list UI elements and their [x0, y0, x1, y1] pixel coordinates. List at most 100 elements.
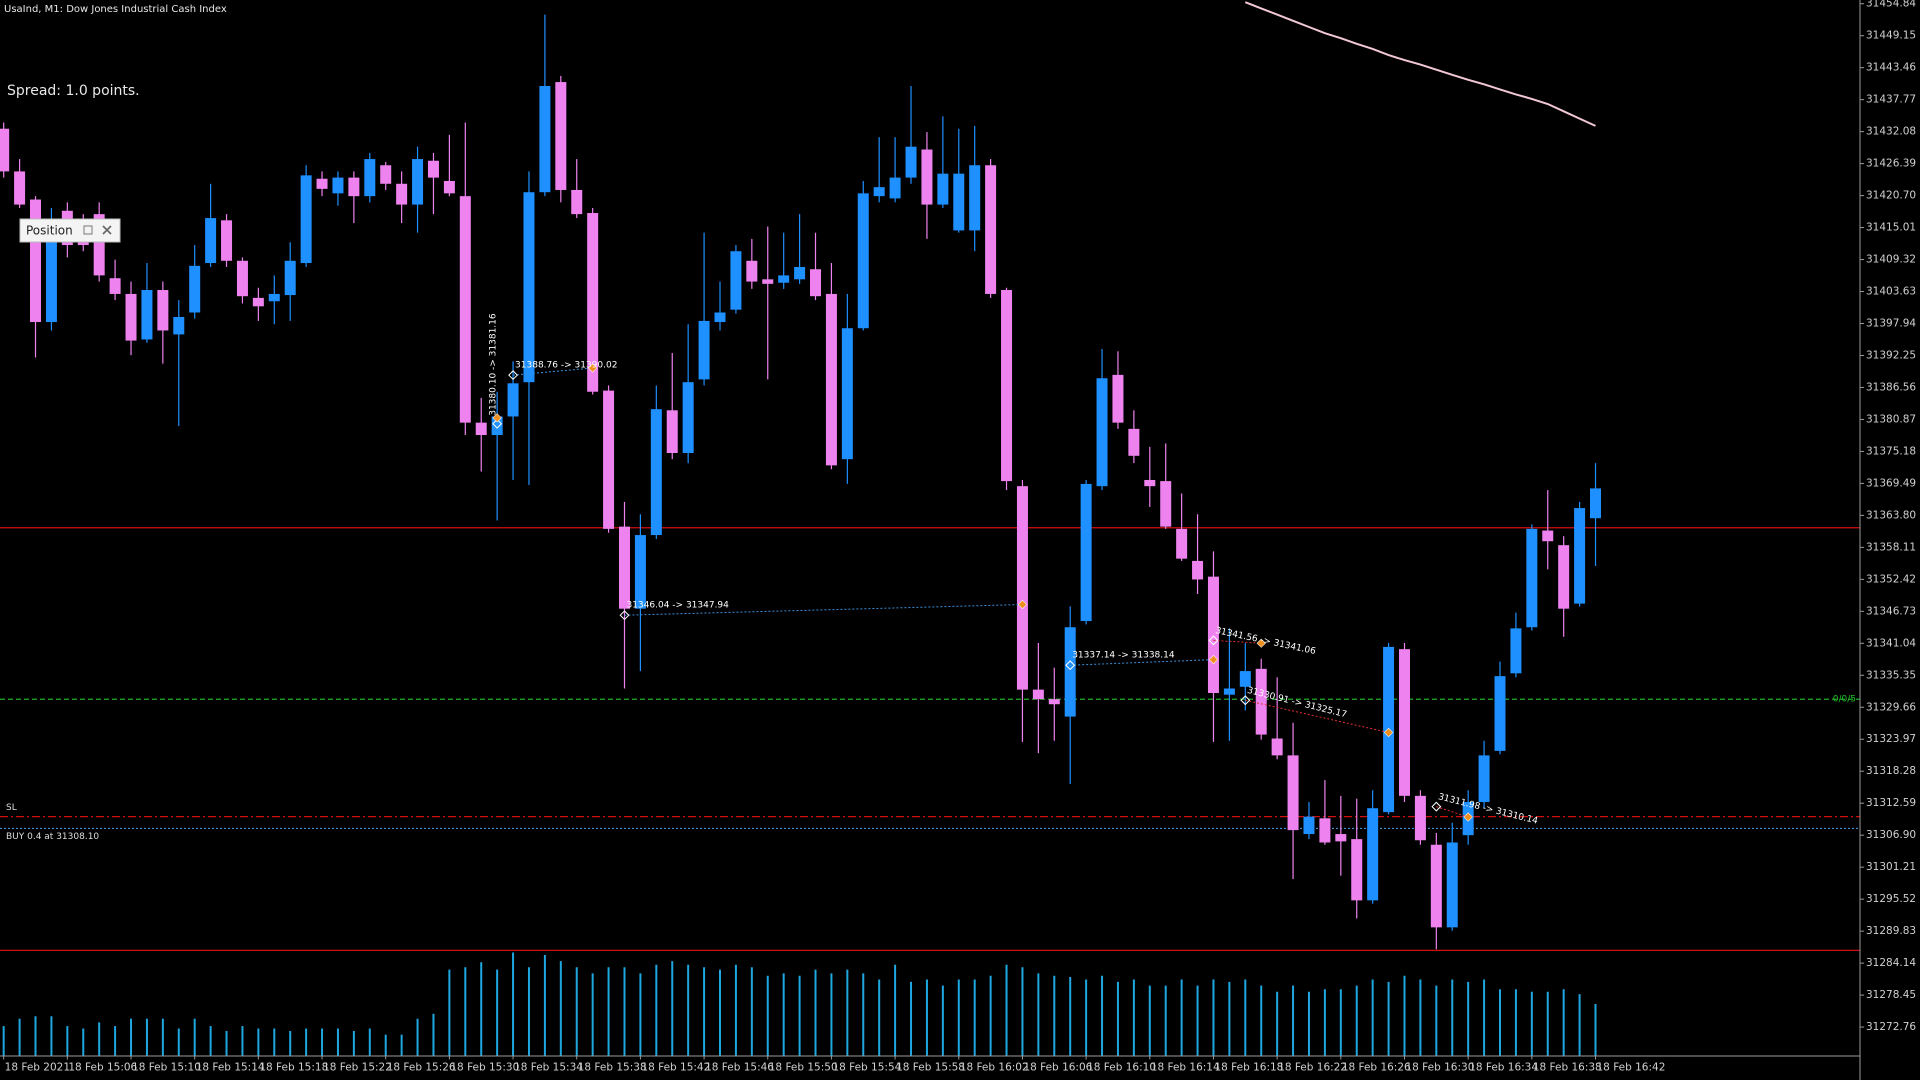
y-tick-label: 31323.97: [1866, 733, 1916, 745]
trade-exit: [1463, 812, 1473, 822]
y-tick-label: 31369.49: [1866, 477, 1916, 489]
candle-body: [1303, 816, 1315, 835]
candle-body: [1478, 755, 1490, 803]
y-tick-label: 31409.32: [1866, 254, 1916, 266]
volume-layer: [2, 952, 1597, 1056]
candle-body: [221, 220, 233, 261]
y-tick-label: 31318.28: [1866, 765, 1916, 777]
y-tick-label: 31278.45: [1866, 989, 1916, 1001]
x-tick-label: 18 Feb 16:02: [960, 1062, 1029, 1074]
x-tick-label: 18 Feb 16:42: [1597, 1062, 1666, 1074]
candle-body: [1574, 508, 1586, 604]
candle-body: [1160, 481, 1172, 527]
trade-entry: [1240, 695, 1251, 706]
candle-body: [618, 526, 630, 609]
candle-body: [491, 416, 503, 436]
candle-body: [634, 535, 646, 609]
moving-average: [1244, 1, 1596, 127]
candle-body: [825, 293, 837, 466]
trade-exit: [492, 413, 502, 423]
trade-label: 31346.04 -> 31347.94: [626, 601, 729, 611]
y-tick-label: 31443.46: [1866, 62, 1916, 74]
candle-body: [730, 251, 742, 310]
candle-body: [1001, 290, 1013, 482]
y-tick-label: 31375.18: [1866, 445, 1916, 457]
trade-label: 31388.76 -> 31390.02: [515, 361, 617, 371]
candle-body: [14, 171, 26, 205]
y-tick-label: 31346.73: [1866, 605, 1916, 617]
candle-body: [937, 173, 949, 205]
trade-line: [513, 367, 593, 376]
candle-body: [205, 218, 217, 264]
candle-body: [189, 265, 201, 313]
x-tick-label: 18 Feb 16:22: [1278, 1062, 1347, 1074]
candle-body: [650, 409, 662, 536]
candles-layer: [0, 14, 1602, 950]
candle-body: [1430, 844, 1442, 928]
trade-line: [1245, 699, 1389, 733]
x-tick-label: 18 Feb 16:38: [1533, 1062, 1602, 1074]
y-tick-label: 31335.35: [1866, 669, 1916, 681]
candle-body: [93, 214, 105, 276]
restore-icon[interactable]: [83, 225, 93, 235]
candle-body: [459, 196, 471, 423]
candle-body: [443, 180, 455, 194]
candle-body: [1351, 839, 1363, 901]
level-label: SL: [6, 803, 17, 813]
y-tick-label: 31329.66: [1866, 701, 1916, 713]
candle-body: [173, 316, 185, 335]
x-tick-label: 18 Feb 16:18: [1214, 1062, 1283, 1074]
candle-body: [1239, 671, 1251, 687]
x-tick-label: 18 Feb 16:10: [1087, 1062, 1156, 1074]
candle-body: [603, 390, 615, 529]
y-tick-label: 31272.76: [1866, 1021, 1916, 1033]
candle-body: [348, 177, 360, 197]
candle-body: [1176, 528, 1188, 559]
y-tick-label: 31432.08: [1866, 126, 1916, 138]
candle-body: [1271, 738, 1283, 756]
candle-body: [1558, 545, 1570, 609]
x-tick-label: 18 Feb 15:06: [68, 1062, 137, 1074]
y-tick-label: 31284.14: [1866, 957, 1916, 969]
y-tick-label: 31397.94: [1866, 318, 1916, 330]
candle-body: [1223, 688, 1235, 695]
candle-body: [1096, 378, 1108, 487]
candle-body: [682, 382, 694, 453]
candle-body: [1064, 627, 1076, 717]
candle-body: [1192, 560, 1204, 580]
trade-exit: [588, 363, 598, 373]
trade-exit: [1256, 638, 1266, 648]
candle-body: [1287, 755, 1299, 831]
y-tick-label: 31363.80: [1866, 509, 1916, 521]
x-tick-label: 18 Feb 16:14: [1151, 1062, 1220, 1074]
candle-body: [778, 275, 790, 283]
position-panel[interactable]: Position: [19, 218, 121, 243]
trade-entry: [492, 418, 503, 429]
x-tick-label: 18 Feb 15:14: [196, 1062, 265, 1074]
y-tick-label: 31352.42: [1866, 573, 1916, 585]
candle-body: [857, 193, 869, 329]
close-icon[interactable]: [102, 225, 112, 235]
candle-body: [1414, 795, 1426, 841]
candle-body: [953, 173, 965, 231]
candle-body: [1367, 808, 1379, 901]
candle-body: [1144, 479, 1156, 487]
candle-body: [157, 290, 169, 331]
candle-body: [1526, 528, 1538, 628]
candle-body: [969, 165, 981, 231]
x-tick-label: 18 Feb 2021: [5, 1062, 70, 1074]
trade-line: [1436, 806, 1469, 818]
x-tick-label: 18 Feb 15:30: [450, 1062, 519, 1074]
y-tick-label: 31289.83: [1866, 925, 1916, 937]
candle-body: [427, 160, 439, 178]
y-tick-label: 31301.21: [1866, 861, 1916, 873]
spread-info: Spread: 1.0 points.: [7, 83, 140, 99]
candle-body: [666, 410, 678, 453]
candle-body: [1510, 628, 1522, 674]
y-tick-label: 31392.25: [1866, 349, 1916, 361]
x-tick-label: 18 Feb 15:42: [641, 1062, 710, 1074]
